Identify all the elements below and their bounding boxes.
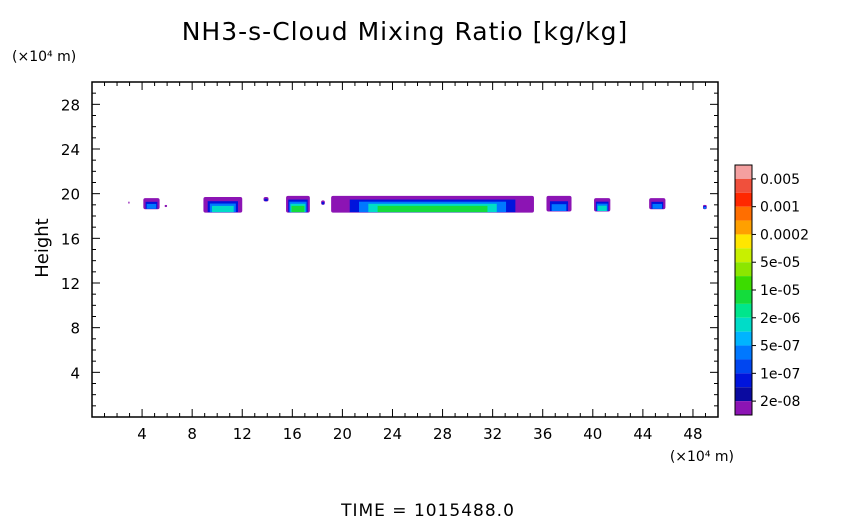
colorbar-swatch bbox=[735, 331, 752, 346]
chart-title: NH3-s-Cloud Mixing Ratio [kg/kg] bbox=[182, 17, 629, 46]
cloud-region bbox=[143, 198, 160, 210]
y-tick-label: 16 bbox=[61, 230, 80, 248]
cloud-level bbox=[597, 205, 607, 212]
y-axis-label: Height bbox=[32, 218, 53, 278]
colorbar-swatch bbox=[735, 234, 752, 249]
cloud-region bbox=[128, 201, 130, 204]
y-tick-label: 28 bbox=[61, 96, 80, 114]
y-tick-label: 4 bbox=[70, 364, 80, 382]
colorbar-swatch bbox=[735, 206, 752, 221]
colorbar-swatch bbox=[735, 165, 752, 179]
colorbar-swatch bbox=[735, 373, 752, 388]
cloud-level bbox=[291, 205, 305, 213]
colorbar-swatch bbox=[735, 178, 752, 193]
cloud-level bbox=[164, 205, 167, 207]
cloud-region bbox=[702, 204, 707, 210]
colorbar-label: 5e-05 bbox=[760, 255, 800, 271]
cloud-level bbox=[551, 204, 567, 212]
x-tick-label: 16 bbox=[283, 425, 302, 443]
cloud-region bbox=[321, 200, 325, 205]
x-tick-label: 40 bbox=[583, 425, 602, 443]
colorbar-swatch bbox=[735, 262, 752, 277]
cloud-level bbox=[146, 203, 157, 209]
colorbar-label: 1e-07 bbox=[760, 366, 800, 382]
y-unit-label: (×10⁴ m) bbox=[12, 49, 76, 65]
colorbar-swatch bbox=[735, 387, 752, 402]
y-tick-label: 24 bbox=[61, 141, 80, 159]
colorbar: 0.005 0.001 0.0002 5e-05 1e-05 2e-06 5e-07 1e-0… bbox=[734, 164, 809, 416]
colorbar-swatch bbox=[735, 276, 752, 290]
x-tick-label: 28 bbox=[433, 425, 452, 443]
colorbar-label: 2e-06 bbox=[760, 311, 800, 327]
cloud-field bbox=[128, 195, 707, 213]
y-tick-label: 12 bbox=[61, 275, 80, 293]
cloud-level bbox=[264, 198, 268, 201]
cloud-region bbox=[164, 204, 168, 208]
x-tick-label: 24 bbox=[383, 425, 402, 443]
colorbar-swatch bbox=[735, 303, 752, 318]
cloud-region bbox=[546, 195, 572, 212]
cloud-edge bbox=[128, 201, 130, 204]
colorbar-swatch bbox=[735, 317, 752, 332]
cloud-level bbox=[703, 206, 706, 209]
x-unit-label: (×10⁴ m) bbox=[670, 449, 734, 465]
colorbar-label: 5e-07 bbox=[760, 339, 800, 355]
x-tick-label: 36 bbox=[533, 425, 552, 443]
colorbar-swatch bbox=[735, 220, 752, 235]
x-tick-label: 4 bbox=[137, 425, 147, 443]
cloud-region bbox=[203, 197, 243, 213]
cloud-level bbox=[377, 205, 488, 213]
colorbar-swatch bbox=[735, 248, 752, 263]
cloud-level bbox=[321, 202, 325, 205]
colorbar-label: 2e-08 bbox=[760, 394, 800, 410]
plot-frame bbox=[91, 81, 719, 418]
y-tick-label: 8 bbox=[70, 320, 80, 338]
x-tick-label: 20 bbox=[333, 425, 352, 443]
cloud-region bbox=[286, 195, 310, 213]
cloud-level bbox=[211, 205, 234, 213]
cloud-region bbox=[649, 198, 666, 210]
cloud-region bbox=[263, 197, 269, 202]
colorbar-swatch bbox=[735, 359, 752, 374]
colorbar-swatch bbox=[735, 401, 752, 415]
cloud-level bbox=[652, 203, 663, 209]
time-footer: TIME = 1015488.0 bbox=[340, 501, 515, 519]
colorbar-swatch bbox=[735, 192, 752, 207]
colorbar-swatch bbox=[735, 345, 752, 360]
colorbar-label: 0.005 bbox=[760, 172, 800, 188]
x-tick-label: 44 bbox=[633, 425, 652, 443]
x-tick-label: 12 bbox=[233, 425, 252, 443]
colorbar-label: 0.001 bbox=[760, 200, 800, 216]
x-tick-label: 48 bbox=[683, 425, 702, 443]
colorbar-label: 1e-05 bbox=[760, 283, 800, 299]
colorbar-label: 0.0002 bbox=[760, 227, 809, 243]
cloud-region bbox=[331, 195, 534, 213]
x-tick-label: 32 bbox=[483, 425, 502, 443]
x-tick-label: 8 bbox=[187, 425, 197, 443]
y-tick-label: 20 bbox=[61, 186, 80, 204]
cloud-region bbox=[594, 198, 611, 212]
colorbar-swatch bbox=[735, 290, 752, 304]
